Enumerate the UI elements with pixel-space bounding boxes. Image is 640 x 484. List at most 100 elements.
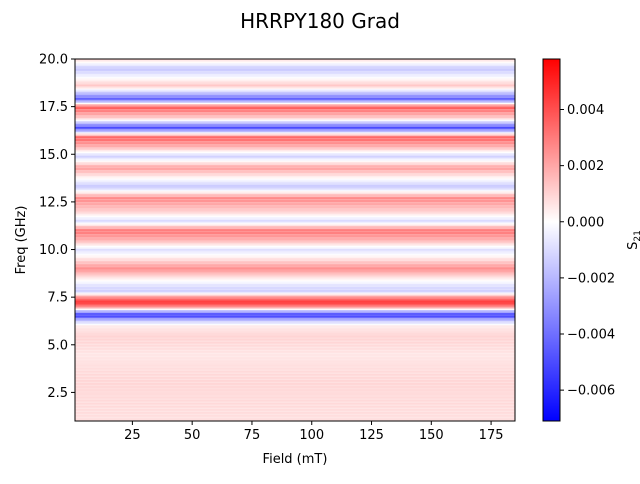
heatmap-band [75,270,515,272]
heatmap-band [75,401,515,404]
heatmap-band [75,75,515,77]
heatmap-band [75,84,515,86]
heatmap-band [75,186,515,189]
heatmap-band [75,331,515,333]
colorbar-tick-label: 0.000 [567,215,604,230]
heatmap-band [75,154,515,157]
heatmap-band [75,373,515,376]
heatmap-band [75,174,515,176]
heatmap-band [75,137,515,140]
heatmap-band [75,110,515,112]
heatmap-band [75,146,515,149]
heatmap-band [75,70,515,73]
heatmap-band [75,236,515,239]
heatmap-band [75,413,515,416]
heatmap-band [75,404,515,407]
heatmap-band [75,111,515,114]
heatmap-band [75,350,515,353]
heatmap-band [75,306,515,309]
heatmap-band [75,126,515,129]
heatmap-band [75,419,515,421]
heatmap-band [75,85,515,88]
x-tick-label: 100 [299,428,324,443]
heatmap-band [75,248,515,251]
heatmap-band [75,116,515,118]
y-tick-label: 17.5 [39,100,68,115]
heatmap-band [75,353,515,356]
heatmap-band [75,206,515,208]
heatmap-band [75,288,515,291]
heatmap-band [75,199,515,202]
heatmap-band [75,299,515,301]
heatmap-band [75,198,515,201]
heatmap-band [75,108,515,111]
heatmap-band [75,268,515,271]
heatmap-band [75,151,515,154]
heatmap-band [75,294,515,297]
heatmap-band [75,410,515,413]
heatmap-band [75,242,515,245]
heatmap-band [75,408,515,411]
heatmap-band [75,143,515,146]
heatmap-band [75,355,515,358]
heatmap-band [75,132,515,135]
heatmap-band [75,407,515,410]
heatmap-band [75,91,515,94]
heatmap-band [75,283,515,286]
heatmap-band [75,303,515,306]
heatmap-band [75,177,515,179]
y-tick-label: 5.0 [47,338,68,353]
heatmap-band [75,364,515,367]
heatmap-band [75,100,515,103]
heatmap-band [75,172,515,175]
x-tick-label: 25 [124,428,141,443]
heatmap-band [75,390,515,393]
heatmap-band [75,155,515,158]
heatmap-band [75,308,515,311]
heatmap-band [75,366,515,368]
heatmap-band [75,125,515,128]
heatmap-band [75,73,515,76]
heatmap-band [75,305,515,307]
heatmap-band [75,114,515,117]
heatmap-band [75,262,515,265]
heatmap-band [75,120,515,123]
heatmap-band [75,119,515,122]
heatmap-band [75,96,515,99]
colorbar-tick-label: 0.002 [567,159,604,174]
heatmap-band [75,250,515,253]
heatmap-band [75,349,515,352]
heatmap-band [75,385,515,388]
heatmap-band [75,388,515,391]
heatmap-band [75,416,515,419]
heatmap-band [75,300,515,303]
heatmap-band [75,79,515,82]
heatmap-band [75,245,515,248]
heatmap-band [75,369,515,372]
heatmap-band [75,334,515,336]
heatmap-band [75,117,515,120]
heatmap-band [75,213,515,216]
heatmap-band [75,99,515,102]
heatmap-band [75,274,515,277]
heatmap-band [75,323,515,326]
heatmap-band [75,160,515,163]
heatmap-band [75,372,515,375]
heatmap-band [75,382,515,385]
heatmap-bands [75,59,515,421]
x-axis-ticks: 25 50 75 100 125 150 175 [124,421,504,443]
heatmap-band [75,341,515,344]
heatmap-band [75,280,515,283]
heatmap-band [75,181,515,184]
heatmap-band [75,314,515,317]
heatmap-band [75,207,515,210]
heatmap-band [75,376,515,379]
heatmap-band [75,212,515,215]
heatmap-band [75,157,515,160]
y-tick-label: 20.0 [39,53,68,68]
x-tick-label: 125 [359,428,384,443]
heatmap-band [75,129,515,132]
heatmap-band [75,228,515,231]
heatmap-band [75,344,515,347]
